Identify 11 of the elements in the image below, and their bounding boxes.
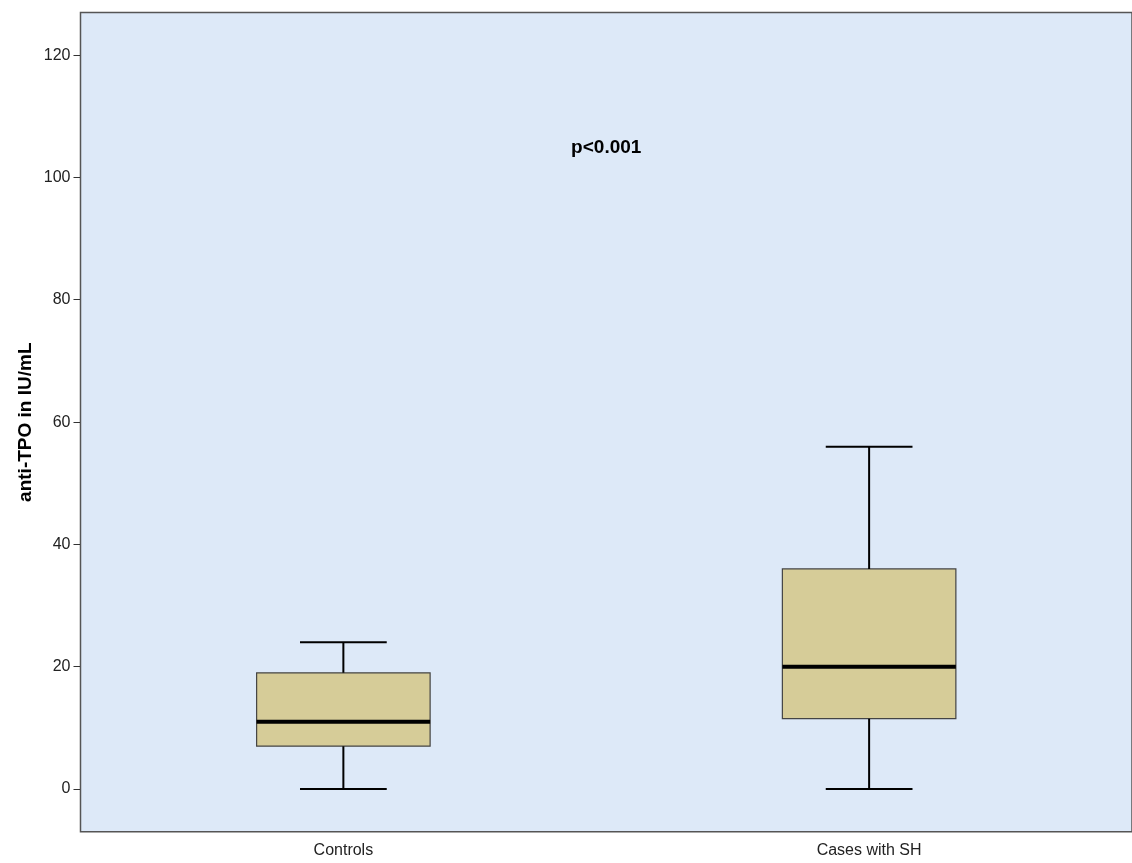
y-tick-label: 40	[52, 534, 71, 552]
y-tick-label: 20	[52, 657, 71, 675]
x-tick-label: Controls	[313, 840, 374, 858]
y-tick-label: 80	[52, 290, 71, 308]
y-axis-title: anti-TPO in IU/mL	[13, 342, 35, 502]
y-tick-label: 120	[43, 45, 71, 63]
x-tick-label: Cases with SH	[816, 840, 922, 858]
y-tick-label: 0	[61, 779, 71, 797]
y-tick-label: 100	[43, 168, 71, 186]
annotation: p<0.001	[571, 135, 642, 157]
y-tick-label: 60	[52, 412, 71, 430]
